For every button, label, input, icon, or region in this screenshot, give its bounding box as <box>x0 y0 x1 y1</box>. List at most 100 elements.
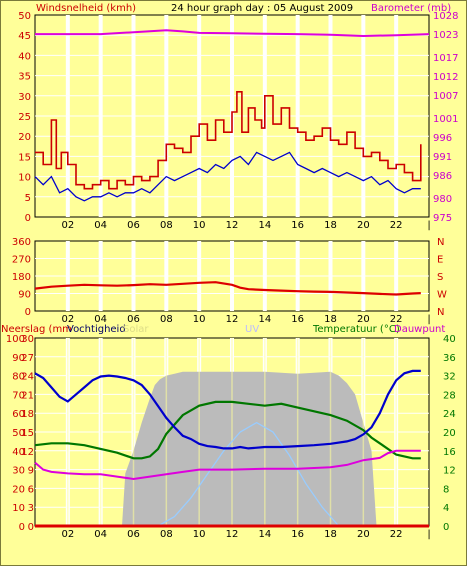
temperature-axis-title: Temperatuur (°C) <box>312 324 400 335</box>
y-tick-label: 4 <box>443 503 449 514</box>
y-tick-label: 40 <box>443 334 456 345</box>
y-tick-label: 60 <box>12 409 25 420</box>
y-tick-label: 996 <box>433 133 452 144</box>
x-tick-label: 20 <box>357 220 370 231</box>
x-tick-label: | <box>427 220 430 231</box>
y-tick-label: 50 <box>12 428 25 439</box>
x-tick-label: 12 <box>226 314 239 325</box>
compass-tick-label: N <box>437 237 444 248</box>
y-tick-label: 20 <box>443 428 456 439</box>
x-tick-label: 12 <box>226 529 239 540</box>
y-tick-label: 986 <box>433 171 452 182</box>
compass-tick-label: N <box>437 307 444 318</box>
rain-axis-title: Neerslag (mm <box>1 324 72 335</box>
y-tick-label: 40 <box>12 447 25 458</box>
compass-tick-label: S <box>437 272 443 283</box>
wind-average-line <box>34 151 421 202</box>
wind-gust-line <box>35 91 422 190</box>
y-tick-label: 45 <box>18 31 31 42</box>
x-tick-label: 08 <box>160 220 173 231</box>
dewpoint-title: Dauwpunt <box>394 324 445 335</box>
x-tick-label: 22 <box>390 220 403 231</box>
y-tick-label: 20 <box>18 132 31 143</box>
compass-tick-label: W <box>437 290 447 301</box>
x-tick-label: 02 <box>61 220 74 231</box>
y-tick-label: 360 <box>12 237 31 248</box>
chart-marks: 02 04 06 08 10 12 14 16 18 20 22 |05101520253035404… <box>6 11 459 540</box>
x-tick-label: 06 <box>127 220 140 231</box>
x-tick-label: 14 <box>258 529 271 540</box>
x-tick-label: | <box>427 529 430 540</box>
y-tick-label: 32 <box>443 372 456 383</box>
x-tick-label: | <box>427 314 430 325</box>
x-tick-label: 10 <box>193 220 206 231</box>
x-tick-label: 02 <box>61 529 74 540</box>
y-tick-label: 0 <box>25 307 31 318</box>
y-tick-label: 5 <box>25 193 31 204</box>
y-tick-label: 30 <box>21 334 34 345</box>
y-tick-label: 8 <box>443 484 449 495</box>
y-tick-label: 21 <box>21 390 34 401</box>
graph-title: 24 hour graph day : 05 August 2009 <box>171 3 353 14</box>
y-tick-label: 12 <box>443 466 456 477</box>
y-tick-label: 15 <box>18 152 31 163</box>
y-tick-label: 28 <box>443 390 456 401</box>
y-tick-label: 40 <box>18 51 31 62</box>
y-tick-label: 0 <box>443 522 449 533</box>
y-tick-label: 24 <box>21 372 34 383</box>
x-tick-label: 06 <box>127 529 140 540</box>
y-tick-label: 16 <box>443 447 456 458</box>
x-tick-label: 04 <box>94 529 107 540</box>
barometer-line <box>35 29 430 38</box>
x-tick-label: 14 <box>258 314 271 325</box>
x-tick-label: 20 <box>357 314 370 325</box>
y-tick-label: 3 <box>28 503 34 514</box>
y-tick-label: 27 <box>21 353 34 364</box>
y-tick-label: 0 <box>25 213 31 224</box>
y-tick-label: 15 <box>21 428 34 439</box>
y-tick-label: 10 <box>18 173 31 184</box>
x-tick-label: 14 <box>258 220 271 231</box>
x-tick-label: 02 <box>61 314 74 325</box>
wind-direction-line <box>34 281 421 296</box>
humidity-axis-title: Vochtigheid <box>67 324 126 335</box>
y-tick-label: 90 <box>18 290 31 301</box>
y-tick-label: 12 <box>21 447 34 458</box>
x-tick-label: 16 <box>291 314 304 325</box>
y-tick-label: 1007 <box>433 91 458 102</box>
uv-title: UV <box>245 324 259 335</box>
x-tick-label: 06 <box>127 314 140 325</box>
x-tick-label: 18 <box>324 529 337 540</box>
barometer-axis-title: Barometer (mb) <box>371 3 451 14</box>
x-tick-label: 16 <box>291 529 304 540</box>
x-tick-label: 10 <box>193 314 206 325</box>
x-tick-label: 08 <box>160 529 173 540</box>
compass-tick-label: E <box>437 255 443 266</box>
y-tick-label: 6 <box>28 484 34 495</box>
x-tick-label: 04 <box>94 220 107 231</box>
y-tick-label: 25 <box>18 112 31 123</box>
y-tick-label: 35 <box>18 72 31 83</box>
x-tick-label: 18 <box>324 220 337 231</box>
y-tick-label: 1028 <box>433 11 458 22</box>
y-tick-label: 50 <box>18 11 31 22</box>
y-tick-label: 18 <box>21 409 34 420</box>
y-tick-label: 1012 <box>433 72 458 83</box>
y-tick-label: 980 <box>433 194 452 205</box>
dewpoint-line <box>34 449 421 481</box>
y-tick-label: 9 <box>28 466 34 477</box>
x-tick-label: 20 <box>357 529 370 540</box>
x-tick-label: 08 <box>160 314 173 325</box>
x-tick-label: 18 <box>324 314 337 325</box>
y-tick-label: 180 <box>12 272 31 283</box>
y-tick-label: 30 <box>18 92 31 103</box>
uv-line <box>157 421 340 527</box>
x-tick-label: 04 <box>94 314 107 325</box>
y-tick-label: 90 <box>12 353 25 364</box>
y-tick-label: 10 <box>12 503 25 514</box>
y-tick-label: 270 <box>12 255 31 266</box>
y-tick-label: 0 <box>28 522 34 533</box>
y-tick-label: 975 <box>433 213 452 224</box>
y-tick-label: 20 <box>12 484 25 495</box>
